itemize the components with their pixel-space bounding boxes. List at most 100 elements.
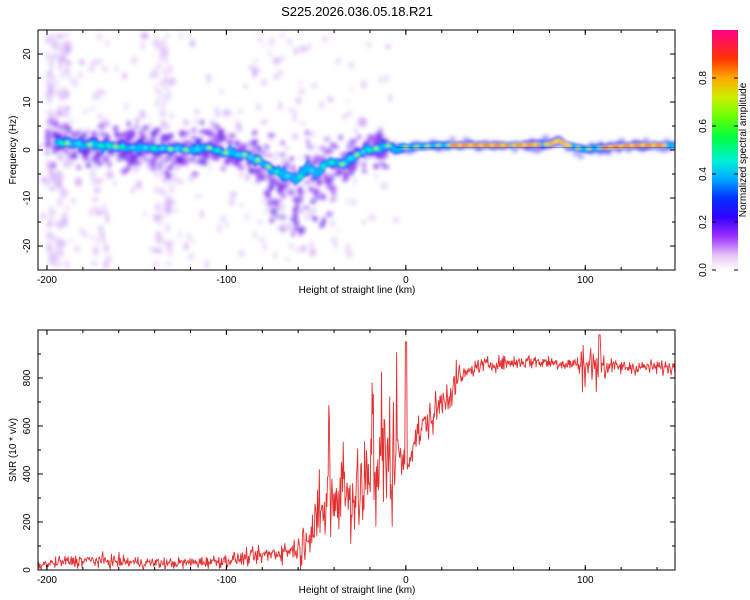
spectrogram-noise-blob — [94, 209, 103, 216]
snr-x-tick-label: 0 — [403, 575, 409, 586]
spectrogram-noise-blob — [105, 170, 114, 180]
spectrogram-energy-blob — [119, 133, 126, 139]
spectrogram-energy-blob — [125, 130, 133, 137]
spectrogram-halo-blob — [463, 137, 470, 142]
spectrogram-energy-blob — [307, 144, 312, 149]
spectrogram-noise-blob — [105, 38, 110, 48]
spectrogram-energy-blob — [63, 149, 70, 155]
spectrogram-energy-blob — [76, 164, 82, 170]
spectrogram-energy-blob — [48, 138, 52, 144]
spectrogram-energy-blob — [52, 150, 57, 155]
spectrogram-energy-blob — [252, 129, 257, 136]
spectrogram-noise-blob — [61, 51, 65, 62]
spectrogram-energy-blob — [324, 136, 329, 142]
spectrogram-energy-blob — [273, 176, 279, 181]
spectrogram-energy-blob — [274, 215, 282, 219]
spectrogram-energy-blob — [120, 168, 128, 175]
spectrogram-noise-blob — [172, 176, 180, 185]
spectrogram-hot-spot — [64, 141, 70, 146]
snr-y-label: SNR (10 * v/v) — [8, 418, 19, 482]
spectrogram-energy-blob — [323, 178, 330, 185]
spectrogram-noise-blob — [48, 95, 52, 103]
spectrogram-hot-spot — [320, 164, 326, 169]
spectrogram-hot-spot — [206, 145, 212, 150]
spectrogram-energy-blob — [264, 143, 269, 151]
spectrogram-hot-spot — [329, 160, 335, 165]
spectrogram-energy-blob — [112, 125, 117, 132]
spectrogram-noise-blob — [73, 245, 81, 253]
spectrogram-energy-blob — [338, 134, 343, 141]
spectrogram-noise-blob — [292, 47, 299, 53]
spectrogram-noise-blob — [392, 216, 400, 224]
spectrogram-energy-blob — [281, 187, 286, 192]
spectrogram-energy-blob — [45, 150, 49, 156]
spectrogram-noise-blob — [272, 57, 281, 65]
spectrogram-noise-blob — [61, 93, 65, 103]
spectrogram-noise-blob — [79, 226, 83, 234]
spectrogram-noise-blob — [273, 250, 278, 259]
spectrogram-noise-blob — [300, 244, 307, 253]
spectrogram-noise-blob — [114, 63, 118, 74]
spectrogram-noise-blob — [258, 68, 262, 74]
spectrogram-energy-blob — [346, 144, 351, 150]
spectrogram-noise-blob — [63, 94, 70, 99]
spectrogram-energy-blob — [126, 164, 132, 172]
spectrogram-x-label: Height of straight line (km) — [299, 285, 416, 296]
spectrogram-noise-blob — [295, 96, 302, 105]
spectrogram-yellow-spot — [511, 143, 516, 147]
spectrogram-energy-blob — [319, 222, 325, 229]
spectrogram-energy-blob — [378, 127, 383, 132]
colorbar: 0.0 0.2 0.4 0.6 0.8 Normalized spectral ampl… — [698, 30, 749, 277]
spectrogram-energy-blob — [175, 155, 183, 161]
spectrogram-energy-blob — [72, 151, 76, 156]
spectrogram-halo-blob — [660, 148, 667, 153]
spectrogram-hot-spot — [98, 143, 104, 148]
spectrogram-noise-blob — [264, 205, 268, 215]
spectrogram-noise-blob — [47, 83, 55, 94]
spectrogram-noise-blob — [303, 46, 311, 52]
spectrogram-noise-blob — [310, 249, 317, 255]
spectrogram-energy-blob — [330, 141, 335, 148]
spectrogram-noise-blob — [63, 212, 68, 218]
spectrogram-noise-blob — [154, 204, 159, 211]
spectrogram-energy-blob — [219, 129, 225, 135]
spectrogram-noise-blob — [38, 143, 42, 151]
spectrogram-noise-blob — [47, 33, 55, 41]
spectrogram-energy-blob — [53, 120, 60, 127]
spectrogram-y-tick-label: 0 — [22, 147, 33, 153]
spectrogram-noise-blob — [253, 58, 259, 64]
spectrogram-noise-blob — [255, 102, 262, 112]
spectrogram-noise-blob — [50, 209, 57, 216]
spectrogram-energy-blob — [274, 203, 279, 210]
spectrogram-energy-blob — [268, 153, 273, 158]
spectrogram-x-ticks: -200 -100 0 100 — [37, 30, 658, 286]
spectrogram-energy-blob — [293, 206, 299, 213]
spectrogram-energy-blob — [86, 158, 90, 163]
spectrogram-noise-blob — [260, 119, 268, 125]
spectrogram-noise-blob — [63, 260, 71, 268]
spectrogram-energy-blob — [317, 190, 321, 194]
spectrogram-heatmap — [38, 32, 675, 270]
spectrogram-energy-blob — [98, 161, 103, 167]
spectrogram-energy-blob — [82, 155, 86, 160]
spectrogram-yellow-spot — [662, 143, 667, 147]
spectrogram-noise-blob — [347, 110, 353, 117]
spectrogram-yellow-spot — [618, 144, 624, 148]
spectrogram-y-tick-label: -10 — [22, 190, 33, 205]
spectrogram-energy-blob — [288, 156, 295, 161]
spectrogram-energy-blob — [364, 155, 369, 159]
spectrogram-energy-blob — [214, 133, 222, 139]
spectrogram-energy-blob — [51, 162, 56, 169]
spectrogram-energy-blob — [280, 193, 286, 200]
spectrogram-noise-blob — [274, 151, 279, 160]
spectrogram-noise-blob — [297, 88, 306, 95]
spectrogram-energy-blob — [169, 165, 174, 170]
spectrogram-energy-blob — [167, 157, 173, 161]
spectrogram-hot-spot — [255, 158, 261, 163]
spectrogram-noise-blob — [46, 79, 53, 86]
spectrogram-noise-blob — [298, 155, 302, 161]
spectrogram-energy-blob — [184, 159, 189, 164]
spectrogram-noise-blob — [62, 219, 68, 224]
spectrogram-energy-blob — [342, 178, 347, 183]
